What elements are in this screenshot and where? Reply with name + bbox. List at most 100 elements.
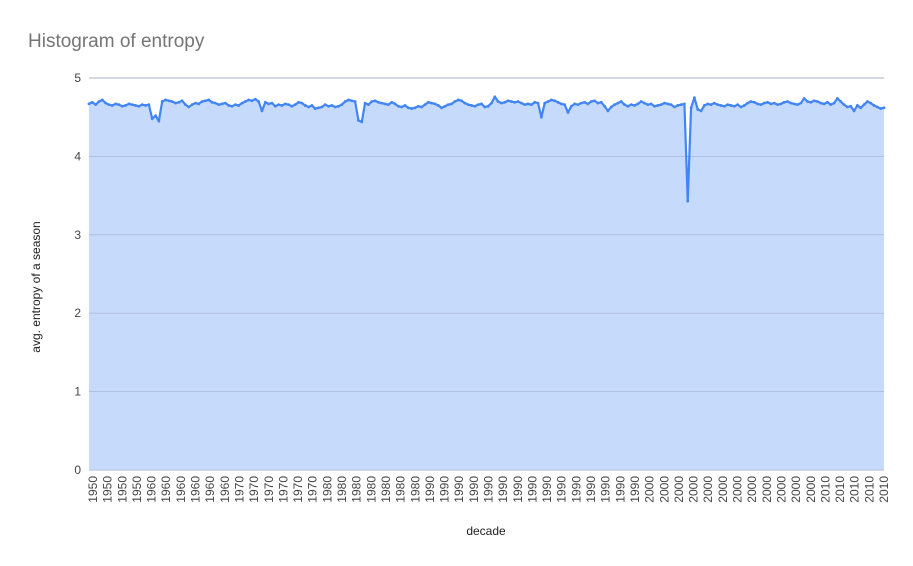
x-tick-label: 1980 [408, 476, 422, 503]
data-point [210, 100, 214, 104]
data-point [639, 100, 643, 103]
y-axis-ticks: 0 1 2 3 4 5 [74, 71, 81, 477]
data-point [253, 97, 257, 101]
x-tick-label: 1980 [335, 476, 349, 503]
data-point [110, 104, 114, 107]
data-point [569, 104, 573, 108]
x-tick-label: 2000 [672, 476, 686, 503]
data-point [277, 103, 280, 107]
data-point [882, 106, 886, 110]
data-point [809, 100, 813, 104]
x-tick-label: 1990 [467, 476, 481, 503]
x-tick-label: 1970 [247, 476, 261, 503]
data-point [629, 103, 633, 107]
x-tick-label: 1950 [115, 476, 129, 503]
data-point [220, 102, 224, 106]
data-point [100, 98, 104, 102]
x-tick-label: 1990 [496, 476, 510, 503]
data-point [832, 101, 836, 105]
data-point [450, 102, 453, 106]
x-tick-label: 1990 [511, 476, 525, 503]
data-point [343, 100, 347, 103]
data-point [702, 104, 706, 107]
x-tick-label: 2000 [745, 476, 759, 503]
data-point [696, 107, 700, 111]
x-tick-label: 2000 [657, 476, 671, 503]
data-point [383, 102, 387, 106]
x-tick-label: 1990 [423, 476, 437, 503]
data-point [739, 105, 743, 109]
data-point [486, 104, 490, 108]
data-point [699, 109, 703, 113]
data-point [539, 115, 543, 119]
x-tick-label: 1960 [145, 476, 159, 503]
data-point [227, 104, 231, 107]
data-point [350, 99, 354, 103]
data-point [174, 101, 177, 105]
x-tick-label: 1970 [306, 476, 320, 503]
data-point [130, 103, 134, 107]
data-point [513, 100, 517, 104]
data-point [363, 101, 367, 105]
data-point [676, 104, 680, 107]
data-point [619, 100, 623, 103]
y-tick-label: 4 [74, 149, 81, 163]
x-tick-label: 1980 [364, 476, 378, 503]
data-point [656, 104, 660, 107]
data-point [726, 103, 730, 107]
data-point [310, 104, 314, 107]
data-point [636, 102, 640, 106]
data-point [120, 104, 124, 108]
data-point [686, 199, 690, 203]
data-point [237, 104, 241, 107]
data-point [789, 101, 793, 105]
data-point [423, 103, 427, 107]
x-tick-label: 1960 [174, 476, 188, 503]
data-point [583, 100, 587, 104]
data-point [633, 104, 636, 107]
data-point [693, 96, 696, 99]
data-point [792, 102, 796, 106]
data-point [303, 104, 307, 107]
data-point [233, 103, 237, 107]
data-point [875, 105, 879, 109]
data-point [516, 100, 520, 103]
data-point [240, 101, 244, 105]
data-point [480, 102, 483, 106]
data-point [410, 107, 414, 110]
data-point [396, 104, 400, 108]
data-point [493, 95, 497, 99]
data-point [623, 103, 626, 107]
data-point [496, 100, 500, 103]
data-point [666, 102, 670, 106]
data-point [546, 100, 550, 103]
data-point [709, 103, 713, 107]
data-point [94, 103, 98, 107]
data-point [184, 103, 187, 107]
data-point [716, 103, 720, 107]
x-tick-label: 1960 [203, 476, 217, 503]
data-point [197, 102, 201, 106]
y-tick-label: 3 [74, 228, 81, 242]
data-point [566, 111, 570, 114]
data-point [879, 107, 883, 110]
data-point [786, 100, 789, 103]
data-point [802, 96, 806, 100]
data-point [616, 101, 620, 105]
data-point [722, 104, 726, 108]
x-tick-label: 2000 [789, 476, 803, 503]
x-tick-label: 1980 [379, 476, 393, 503]
data-point [463, 101, 467, 105]
data-point [290, 104, 294, 108]
data-point [553, 99, 557, 103]
x-tick-label: 2010 [818, 476, 832, 503]
data-point [137, 104, 141, 108]
data-point [579, 101, 583, 105]
data-point [559, 102, 563, 106]
data-point [483, 105, 487, 109]
chart-title: Histogram of entropy [28, 31, 205, 52]
x-tick-label: 1990 [438, 476, 452, 503]
data-point [586, 102, 590, 106]
